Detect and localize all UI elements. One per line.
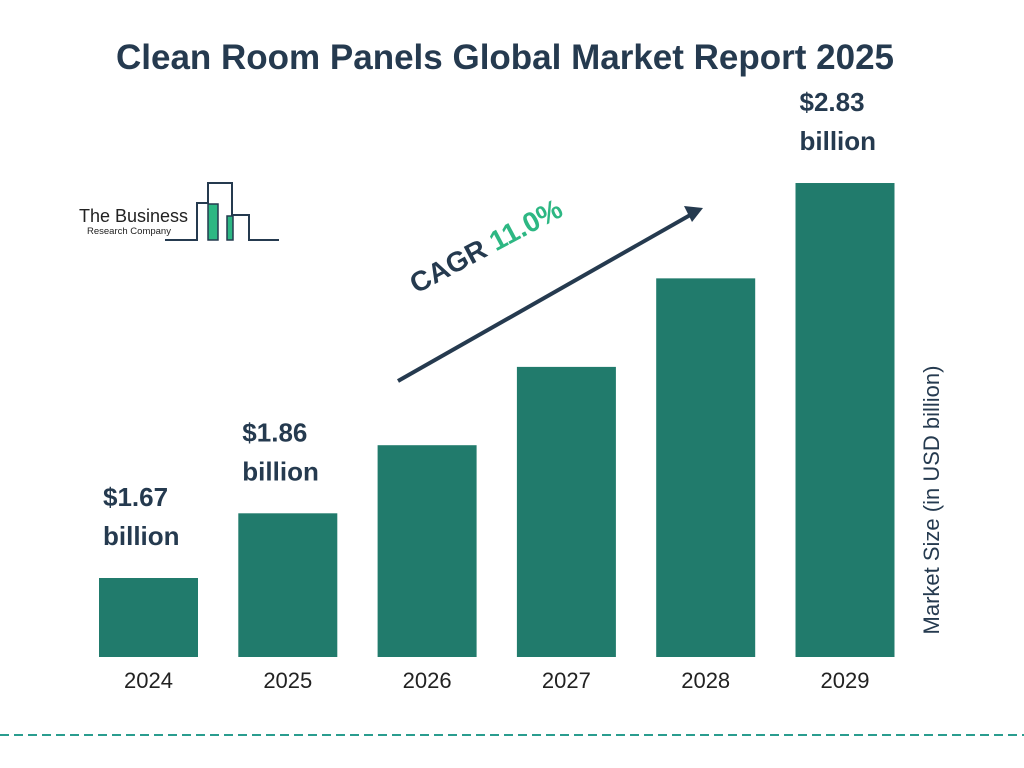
bar-2025 <box>238 513 338 657</box>
bar-2027 <box>516 366 616 657</box>
data-label-2024: $1.67 <box>103 482 168 512</box>
x-tick-2025: 2025 <box>263 668 312 693</box>
x-tick-2029: 2029 <box>821 668 870 693</box>
x-tick-2027: 2027 <box>542 668 591 693</box>
y-axis-label: Market Size (in USD billion) <box>919 365 944 635</box>
cagr-arrow <box>397 212 693 383</box>
logo-text: The Business <box>79 206 189 226</box>
bar-2028 <box>656 278 756 657</box>
data-label-2025: billion <box>242 456 319 486</box>
bar-2029 <box>795 183 895 657</box>
x-tick-2024: 2024 <box>124 668 173 693</box>
company-logo <box>165 182 279 241</box>
data-label-2025: $1.86 <box>242 417 307 447</box>
chart-title: Clean Room Panels Global Market Report 2… <box>115 38 894 77</box>
cagr-arrowhead <box>684 206 703 222</box>
bar-2026 <box>377 445 477 657</box>
data-label-2029: $2.83 <box>800 87 865 117</box>
data-label-2024: billion <box>103 521 180 551</box>
x-tick-2026: 2026 <box>403 668 452 693</box>
x-tick-2028: 2028 <box>681 668 730 693</box>
data-label-2029: billion <box>800 126 877 156</box>
logo-subtext: Research Company <box>87 226 171 237</box>
bar-2024 <box>99 578 198 657</box>
